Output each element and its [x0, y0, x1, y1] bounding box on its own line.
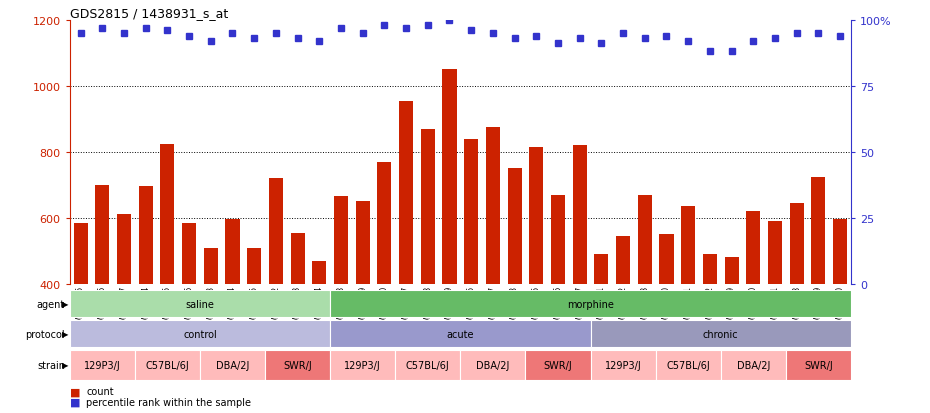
Text: ■: ■ [70, 387, 80, 396]
Bar [200, 350, 265, 380]
Text: ▶: ▶ [62, 299, 69, 309]
Bar [525, 350, 591, 380]
Text: acute: acute [446, 329, 474, 339]
Text: strain: strain [37, 360, 65, 370]
Text: C57BL/6J: C57BL/6J [405, 360, 450, 370]
Bar [160, 144, 175, 413]
Bar [786, 350, 851, 380]
Bar [703, 254, 717, 413]
Text: SWR/J: SWR/J [544, 360, 572, 370]
Bar [330, 320, 591, 347]
Bar [616, 236, 631, 413]
Bar [269, 179, 283, 413]
Text: agent: agent [37, 299, 65, 309]
Bar [247, 248, 261, 413]
Bar [225, 220, 240, 413]
Bar [591, 320, 851, 347]
Bar [721, 350, 786, 380]
Text: chronic: chronic [703, 329, 738, 339]
Bar [681, 207, 696, 413]
Bar [443, 70, 457, 413]
Text: control: control [183, 329, 217, 339]
Bar [508, 169, 522, 413]
Text: SWR/J: SWR/J [804, 360, 832, 370]
Text: GDS2815 / 1438931_s_at: GDS2815 / 1438931_s_at [70, 7, 228, 19]
Bar [659, 235, 673, 413]
Bar [656, 350, 721, 380]
Bar [73, 223, 87, 413]
Bar [573, 146, 587, 413]
Text: 129P3/J: 129P3/J [604, 360, 642, 370]
Bar [290, 233, 305, 413]
Bar [724, 258, 738, 413]
Bar [464, 139, 478, 413]
Text: count: count [86, 387, 114, 396]
Bar [529, 147, 543, 413]
Text: SWR/J: SWR/J [284, 360, 312, 370]
Bar [70, 350, 135, 380]
Bar [395, 350, 460, 380]
Text: ■: ■ [70, 397, 80, 407]
Bar [330, 290, 851, 318]
Text: DBA/2J: DBA/2J [737, 360, 770, 370]
Bar [768, 221, 782, 413]
Text: C57BL/6J: C57BL/6J [145, 360, 190, 370]
Bar [485, 128, 500, 413]
Bar [117, 215, 131, 413]
Bar [70, 320, 330, 347]
Bar [811, 177, 826, 413]
Bar [790, 204, 804, 413]
Bar [638, 195, 652, 413]
Bar [378, 162, 392, 413]
Bar [312, 261, 326, 413]
Text: saline: saline [185, 299, 215, 309]
Text: 129P3/J: 129P3/J [344, 360, 381, 370]
Bar [594, 254, 608, 413]
Bar [330, 350, 395, 380]
Bar [70, 290, 330, 318]
Text: ▶: ▶ [62, 361, 69, 369]
Text: morphine: morphine [567, 299, 614, 309]
Bar [551, 195, 565, 413]
Text: 129P3/J: 129P3/J [84, 360, 121, 370]
Text: percentile rank within the sample: percentile rank within the sample [86, 397, 251, 407]
Bar [135, 350, 200, 380]
Bar [355, 202, 370, 413]
Text: protocol: protocol [25, 329, 65, 339]
Bar [182, 223, 196, 413]
Bar [334, 197, 348, 413]
Bar [746, 212, 761, 413]
Bar [591, 350, 656, 380]
Text: DBA/2J: DBA/2J [216, 360, 249, 370]
Text: DBA/2J: DBA/2J [476, 360, 510, 370]
Bar [420, 129, 435, 413]
Bar [139, 187, 153, 413]
Bar [460, 350, 525, 380]
Bar [95, 185, 110, 413]
Bar [265, 350, 330, 380]
Text: C57BL/6J: C57BL/6J [666, 360, 711, 370]
Bar [399, 101, 413, 413]
Bar [833, 220, 847, 413]
Text: ▶: ▶ [62, 329, 69, 338]
Bar [204, 248, 218, 413]
